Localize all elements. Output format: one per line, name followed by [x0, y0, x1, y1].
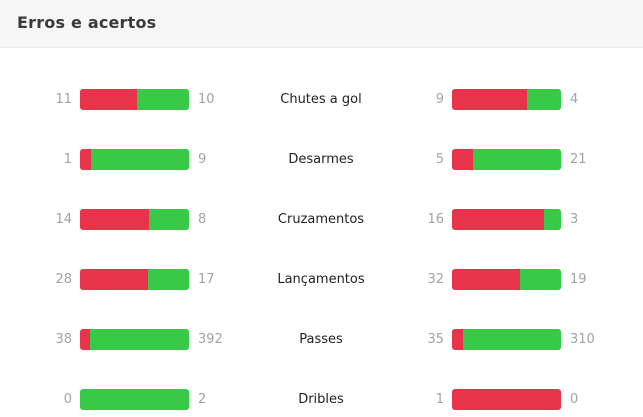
left-errors-segment: [80, 209, 150, 230]
stat-label: Desarmes: [288, 152, 354, 167]
right-errors-value: 9: [435, 92, 444, 107]
right-hits-value: 19: [570, 272, 587, 287]
left-hits-value: 9: [198, 152, 207, 167]
left-errors-value: 14: [55, 212, 72, 227]
right-errors-segment: [452, 269, 521, 290]
right-errors-segment: [452, 149, 473, 170]
right-errors-value: 5: [435, 152, 444, 167]
left-hits-segment: [80, 389, 189, 410]
left-hits-segment: [149, 209, 189, 230]
stat-row: 38 392 Passes 35 310: [0, 329, 643, 350]
right-hits-value: 21: [570, 152, 587, 167]
left-ratio-bar: [80, 89, 189, 110]
right-errors-segment: [452, 389, 561, 410]
stat-label: Chutes a gol: [280, 92, 362, 107]
right-ratio-bar: [452, 209, 561, 230]
left-ratio-bar: [80, 149, 189, 170]
left-hits-segment: [89, 329, 189, 350]
left-ratio-bar: [80, 209, 189, 230]
section-header: Erros e acertos: [0, 0, 643, 48]
right-hits-segment: [527, 89, 561, 110]
stat-row: 0 2 Dribles 1 0: [0, 389, 643, 410]
left-errors-segment: [80, 149, 91, 170]
left-hits-value: 17: [198, 272, 215, 287]
right-errors-segment: [452, 89, 528, 110]
left-hits-segment: [147, 269, 189, 290]
left-hits-value: 392: [198, 332, 223, 347]
left-hits-segment: [137, 89, 189, 110]
right-errors-segment: [452, 209, 544, 230]
stat-label: Passes: [299, 332, 343, 347]
left-hits-value: 8: [198, 212, 207, 227]
right-errors-value: 1: [435, 392, 444, 407]
right-hits-segment: [520, 269, 561, 290]
left-ratio-bar: [80, 329, 189, 350]
stat-label: Lançamentos: [277, 272, 365, 287]
stat-row: 14 8 Cruzamentos 16 3: [0, 209, 643, 230]
left-errors-value: 11: [55, 92, 72, 107]
right-errors-value: 35: [427, 332, 444, 347]
right-errors-value: 32: [427, 272, 444, 287]
right-errors-value: 16: [427, 212, 444, 227]
left-errors-value: 1: [63, 152, 72, 167]
left-ratio-bar: [80, 269, 189, 290]
stat-label: Dribles: [298, 392, 344, 407]
right-hits-value: 0: [570, 392, 579, 407]
stat-row: 1 9 Desarmes 5 21: [0, 149, 643, 170]
right-ratio-bar: [452, 269, 561, 290]
left-errors-segment: [80, 269, 148, 290]
right-ratio-bar: [452, 389, 561, 410]
left-errors-segment: [80, 89, 138, 110]
left-ratio-bar: [80, 389, 189, 410]
right-hits-segment: [543, 209, 561, 230]
right-hits-value: 310: [570, 332, 595, 347]
left-errors-value: 38: [55, 332, 72, 347]
right-ratio-bar: [452, 149, 561, 170]
right-hits-value: 4: [570, 92, 579, 107]
stat-label: Cruzamentos: [277, 212, 365, 227]
section-title: Erros e acertos: [17, 13, 157, 32]
left-hits-value: 2: [198, 392, 207, 407]
left-errors-segment: [80, 329, 90, 350]
right-errors-segment: [452, 329, 464, 350]
left-errors-value: 28: [55, 272, 72, 287]
stat-row: 11 10 Chutes a gol 9 4: [0, 89, 643, 110]
right-hits-segment: [463, 329, 561, 350]
right-hits-segment: [472, 149, 561, 170]
stat-row: 28 17 Lançamentos 32 19: [0, 269, 643, 290]
left-errors-value: 0: [63, 392, 72, 407]
right-hits-value: 3: [570, 212, 579, 227]
right-ratio-bar: [452, 329, 561, 350]
right-ratio-bar: [452, 89, 561, 110]
left-hits-value: 10: [198, 92, 215, 107]
left-hits-segment: [90, 149, 189, 170]
